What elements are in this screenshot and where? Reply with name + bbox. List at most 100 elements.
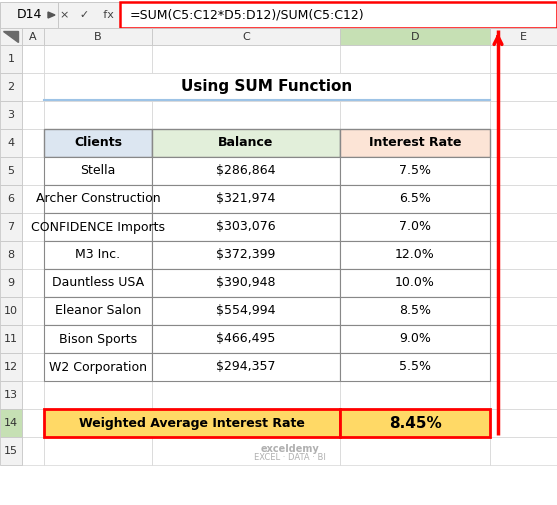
Bar <box>22 213 44 241</box>
Bar <box>0 28 22 45</box>
Text: Interest Rate: Interest Rate <box>369 136 461 149</box>
Bar <box>152 269 340 297</box>
Bar <box>340 269 490 297</box>
Text: Dauntless USA: Dauntless USA <box>52 277 144 289</box>
Bar <box>490 353 557 381</box>
Bar <box>152 129 340 157</box>
Text: 5: 5 <box>7 166 14 176</box>
Bar <box>152 185 340 213</box>
Text: Stella: Stella <box>80 165 116 177</box>
Bar <box>22 28 44 45</box>
Text: Bison Sports: Bison Sports <box>59 332 137 345</box>
Text: 1: 1 <box>7 54 14 64</box>
Text: $466,495: $466,495 <box>216 332 276 345</box>
Bar <box>340 157 490 185</box>
Text: Using SUM Function: Using SUM Function <box>182 79 353 94</box>
Bar <box>340 45 490 73</box>
Bar <box>22 409 44 437</box>
Bar <box>490 325 557 353</box>
Text: Eleanor Salon: Eleanor Salon <box>55 305 141 318</box>
Bar <box>340 241 490 269</box>
Polygon shape <box>48 12 55 18</box>
Bar <box>340 185 490 213</box>
Bar <box>22 269 44 297</box>
Text: 8.45%: 8.45% <box>389 416 441 430</box>
Bar <box>44 325 152 353</box>
Bar <box>0 2 58 28</box>
Bar <box>0 269 22 297</box>
Bar <box>490 213 557 241</box>
Text: 5.5%: 5.5% <box>399 361 431 374</box>
Text: E: E <box>520 31 527 41</box>
Bar <box>152 157 340 185</box>
Text: 12.0%: 12.0% <box>395 248 435 262</box>
Text: 7.5%: 7.5% <box>399 165 431 177</box>
Text: 15: 15 <box>4 446 18 456</box>
Bar <box>22 157 44 185</box>
Bar <box>0 213 22 241</box>
Bar <box>490 185 557 213</box>
Text: 4: 4 <box>7 138 14 148</box>
Text: 3: 3 <box>7 110 14 120</box>
Text: 7.0%: 7.0% <box>399 221 431 233</box>
Bar <box>22 381 44 409</box>
Bar <box>44 297 152 325</box>
Bar <box>340 101 490 129</box>
Text: Archer Construction: Archer Construction <box>36 192 160 206</box>
Bar <box>152 241 340 269</box>
Text: $372,399: $372,399 <box>216 248 276 262</box>
Text: 14: 14 <box>4 418 18 428</box>
Bar <box>490 381 557 409</box>
Bar <box>490 157 557 185</box>
Bar <box>490 269 557 297</box>
Bar <box>0 297 22 325</box>
Bar <box>490 45 557 73</box>
Bar <box>0 437 22 465</box>
Bar <box>0 157 22 185</box>
Bar <box>340 297 490 325</box>
Text: Weighted Average Interest Rate: Weighted Average Interest Rate <box>79 417 305 429</box>
Text: =SUM(C5:C12*D5:D12)/SUM(C5:C12): =SUM(C5:C12*D5:D12)/SUM(C5:C12) <box>130 9 365 22</box>
Bar <box>490 437 557 465</box>
Text: 9.0%: 9.0% <box>399 332 431 345</box>
Bar <box>44 353 152 381</box>
Bar <box>152 381 340 409</box>
Bar <box>0 325 22 353</box>
Bar <box>152 297 340 325</box>
Bar <box>44 157 152 185</box>
Bar <box>44 45 152 73</box>
Bar <box>58 2 120 28</box>
Bar <box>340 28 490 45</box>
Bar <box>340 409 490 437</box>
Bar <box>490 28 557 45</box>
Bar <box>152 45 340 73</box>
Bar <box>22 101 44 129</box>
Bar <box>152 213 340 241</box>
Text: Balance: Balance <box>218 136 273 149</box>
Bar <box>0 73 22 101</box>
Bar <box>44 28 152 45</box>
Text: M3 Inc.: M3 Inc. <box>75 248 120 262</box>
Bar <box>44 241 152 269</box>
Text: 11: 11 <box>4 334 18 344</box>
Bar <box>0 241 22 269</box>
Bar <box>0 45 22 73</box>
Text: W2 Corporation: W2 Corporation <box>49 361 147 374</box>
Bar <box>22 129 44 157</box>
Bar <box>152 325 340 353</box>
Bar <box>152 28 340 45</box>
Text: 12: 12 <box>4 362 18 372</box>
Bar <box>490 73 557 101</box>
Bar <box>22 325 44 353</box>
Bar <box>22 241 44 269</box>
Bar <box>44 409 340 437</box>
Text: C: C <box>242 31 250 41</box>
Text: $286,864: $286,864 <box>216 165 276 177</box>
Bar <box>0 381 22 409</box>
Bar <box>22 45 44 73</box>
Text: 8: 8 <box>7 250 14 260</box>
Text: 8.5%: 8.5% <box>399 305 431 318</box>
Text: D: D <box>411 31 419 41</box>
Text: B: B <box>94 31 102 41</box>
Bar <box>22 353 44 381</box>
